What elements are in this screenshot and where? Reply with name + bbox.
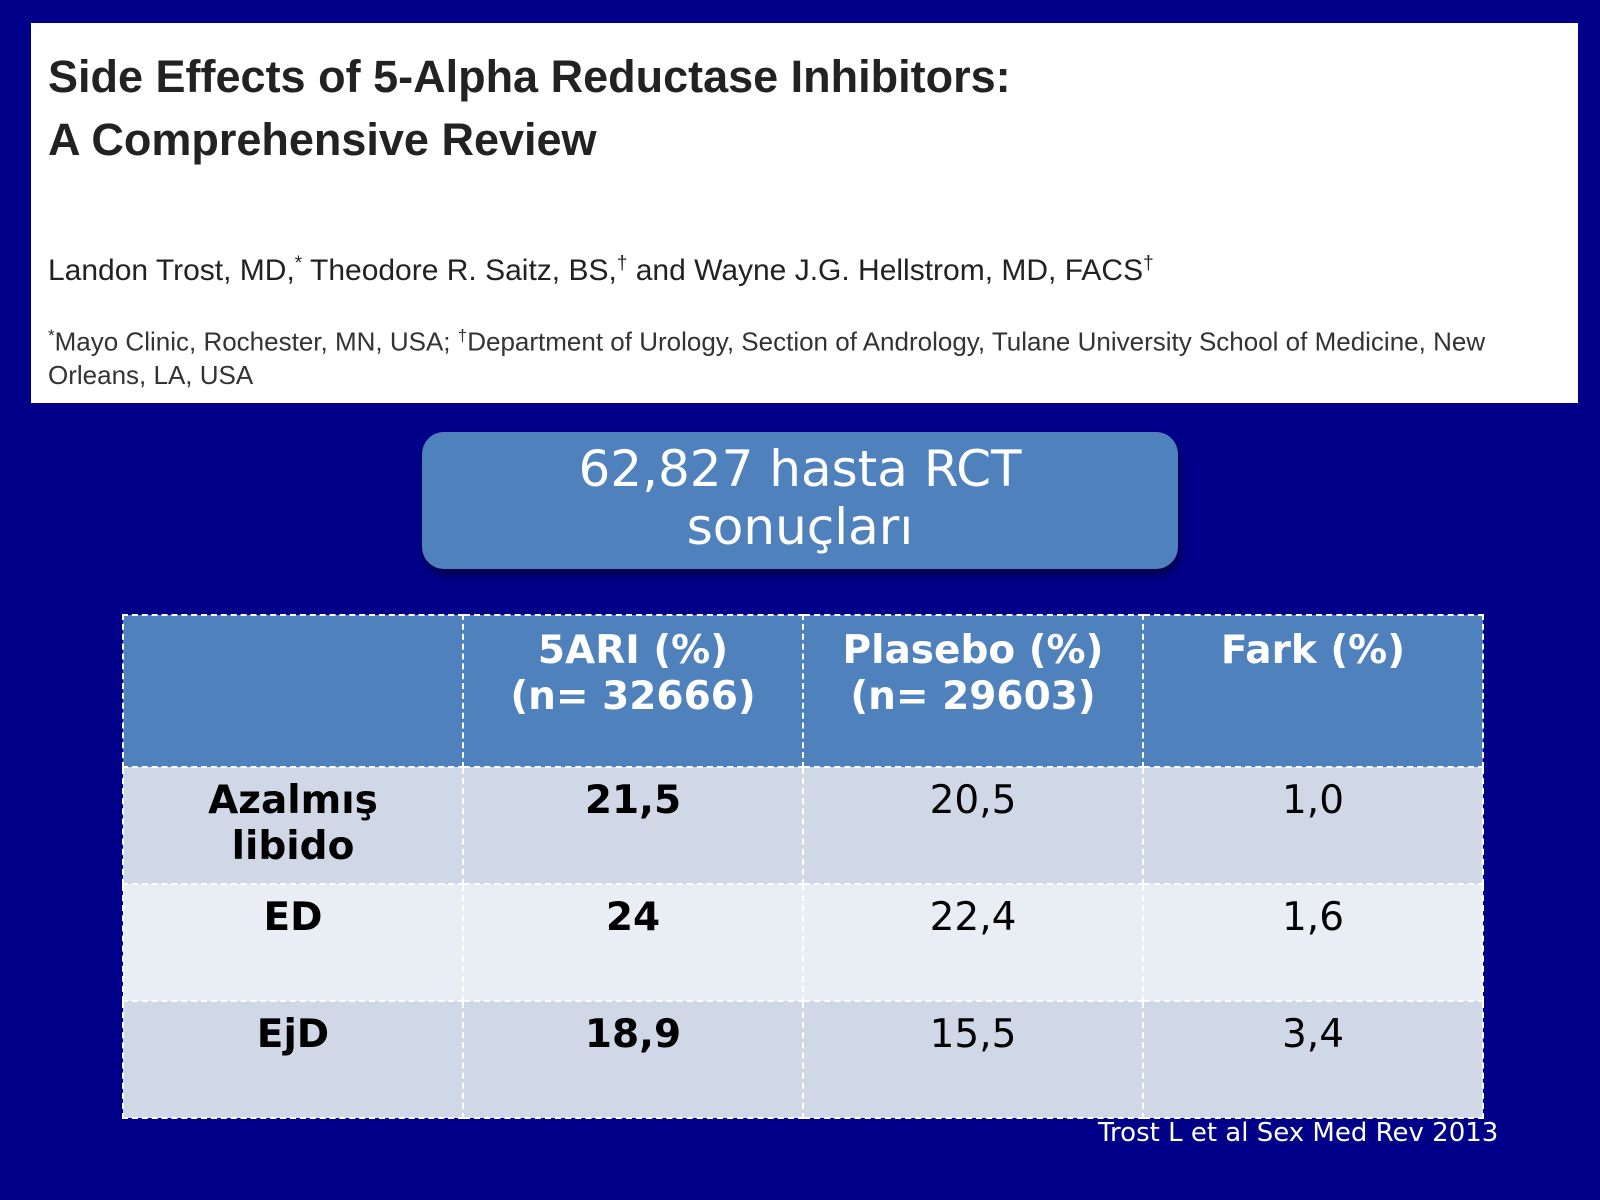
affiliation-1: Mayo Clinic, Rochester, MN, USA; — [54, 326, 458, 357]
table-row: EjD 18,9 15,5 3,4 — [122, 1000, 1484, 1119]
ari-value: 21,5 — [462, 766, 804, 885]
affiliation-2: Department of Urology, Section of Androl… — [48, 326, 1486, 390]
paper-header-image: Side Effects of 5-Alpha Reductase Inhibi… — [31, 23, 1578, 403]
author-1-mark: * — [294, 253, 303, 274]
table-header-row: 5ARI (%) (n= 32666) Plasebo (%) (n= 2960… — [122, 614, 1484, 768]
header-empty — [122, 614, 464, 768]
difference-value: 1,6 — [1142, 883, 1484, 1002]
paper-authors: Landon Trost, MD,* Theodore R. Saitz, BS… — [48, 253, 1154, 288]
author-1: Landon Trost, MD, — [48, 254, 295, 287]
ari-value: 18,9 — [462, 1000, 804, 1119]
ari-value: 24 — [462, 883, 804, 1002]
affiliation-mark-1: * — [48, 326, 55, 345]
author-3-mark: † — [1143, 253, 1154, 274]
placebo-value: 20,5 — [802, 766, 1144, 885]
author-3: and Wayne J.G. Hellstrom, MD, FACS — [627, 254, 1144, 287]
table-row: ED 24 22,4 1,6 — [122, 883, 1484, 1002]
table-row: Azalmış libido 21,5 20,5 1,0 — [122, 766, 1484, 885]
patient-count-callout: 62,827 hasta RCT sonuçları — [422, 432, 1178, 569]
author-2-mark: † — [616, 253, 628, 274]
paper-affiliation: *Mayo Clinic, Rochester, MN, USA; †Depar… — [48, 319, 1563, 392]
difference-value: 1,0 — [1142, 766, 1484, 885]
row-label: ED — [122, 883, 464, 1002]
author-2: Theodore R. Saitz, BS, — [302, 254, 617, 287]
side-effects-table: 5ARI (%) (n= 32666) Plasebo (%) (n= 2960… — [122, 614, 1484, 1119]
row-label: Azalmış libido — [122, 766, 464, 885]
header-difference: Fark (%) — [1142, 614, 1484, 768]
header-5ari: 5ARI (%) (n= 32666) — [462, 614, 804, 768]
citation: Trost L et al Sex Med Rev 2013 — [1098, 1118, 1499, 1148]
placebo-value: 15,5 — [802, 1000, 1144, 1119]
placebo-value: 22,4 — [802, 883, 1144, 1002]
difference-value: 3,4 — [1142, 1000, 1484, 1119]
row-label: EjD — [122, 1000, 464, 1119]
affiliation-mark-2: † — [457, 326, 468, 345]
paper-title: Side Effects of 5-Alpha Reductase Inhibi… — [48, 51, 1011, 165]
header-placebo: Plasebo (%) (n= 29603) — [802, 614, 1144, 768]
